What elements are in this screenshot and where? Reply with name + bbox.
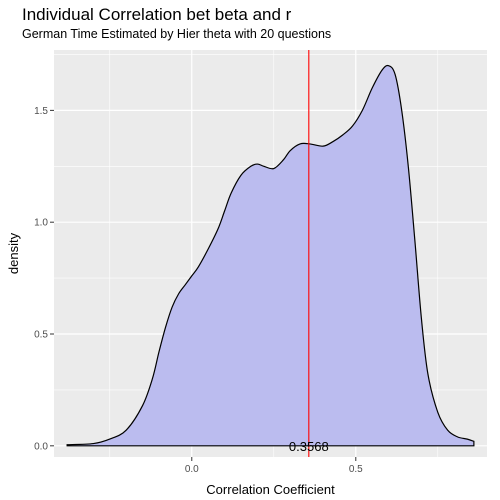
y-axis-title: density: [6, 232, 21, 274]
y-tick-label: 0.0: [34, 441, 48, 452]
y-tick-label: 1.5: [34, 106, 48, 117]
chart-title: Individual Correlation bet beta and r: [22, 5, 292, 24]
y-tick-label: 1.0: [34, 218, 48, 229]
chart-subtitle: German Time Estimated by Hier theta with…: [22, 27, 332, 41]
mean-annotation: 0.3568: [289, 439, 329, 454]
y-axis: 0.0 0.5 1.0 1.5: [34, 106, 54, 452]
x-axis: 0.0 0.5: [185, 457, 363, 475]
x-tick-label: 0.0: [185, 464, 199, 475]
density-area: [66, 64, 475, 447]
y-tick-label: 0.5: [34, 330, 48, 341]
x-axis-title: Correlation Coefficient: [206, 482, 335, 497]
x-tick-label: 0.5: [349, 464, 363, 475]
